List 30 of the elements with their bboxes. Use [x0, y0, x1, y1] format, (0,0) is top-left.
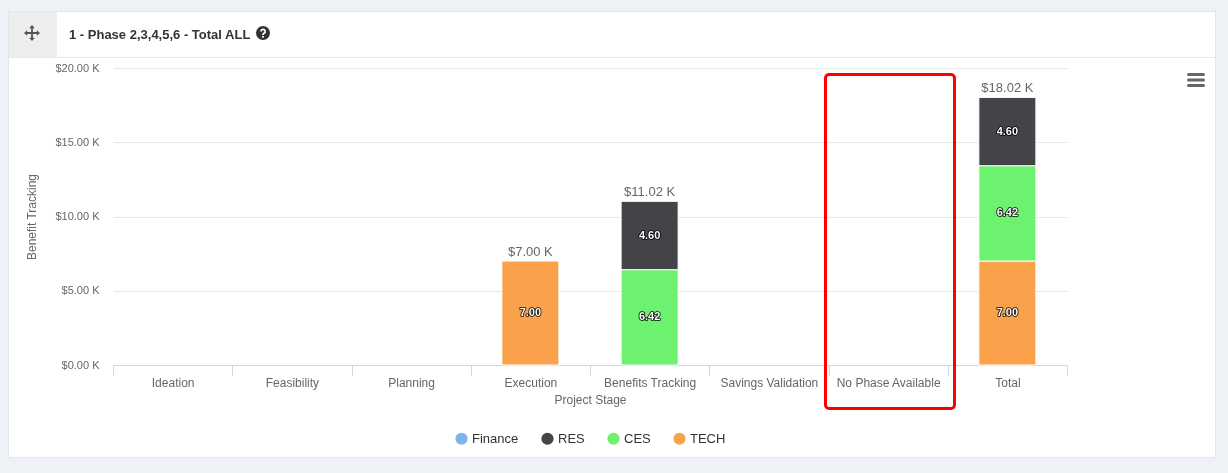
data-label: 7.00: [519, 306, 542, 319]
total-label: $18.02 K: [981, 80, 1034, 96]
y-tick-label: $10.00 K: [55, 210, 101, 222]
data-label: 6.42: [996, 206, 1019, 219]
x-tick-label: Planning: [388, 375, 435, 390]
legend-label: Finance: [472, 430, 519, 446]
legend-label: RES: [558, 430, 586, 446]
x-tick-label: Benefits Tracking: [604, 375, 697, 390]
data-label: 4.60: [638, 228, 661, 241]
chart-title: 1 - Phase 2,3,4,5,6 - Total ALL: [69, 26, 251, 44]
y-tick-label: $5.00 K: [61, 284, 101, 297]
x-tick-label: Ideation: [151, 375, 195, 390]
data-label: 7.00: [996, 306, 1019, 319]
total-label: $11.02 K: [624, 184, 676, 200]
x-axis-title: Project Stage: [554, 392, 627, 407]
x-tick-label: Feasibility: [265, 375, 320, 390]
y-tick-label: $20.00 K: [55, 61, 101, 74]
legend-label: CES: [624, 430, 652, 446]
data-label: 6.42: [638, 310, 661, 323]
y-tick-label: $15.00 K: [55, 135, 101, 148]
legend-label: TECH: [690, 430, 726, 446]
x-tick-label: Total: [995, 375, 1021, 390]
x-tick-label: No Phase Available: [836, 375, 941, 390]
y-axis-title: Benefit Tracking: [25, 173, 40, 261]
data-label: 4.60: [996, 124, 1019, 137]
x-tick-label: Execution: [504, 375, 558, 390]
x-tick-label: Savings Validation: [720, 375, 819, 390]
total-label: $7.00 K: [507, 244, 554, 260]
bar: [501, 260, 560, 366]
y-tick-label: $0.00 K: [61, 358, 101, 371]
